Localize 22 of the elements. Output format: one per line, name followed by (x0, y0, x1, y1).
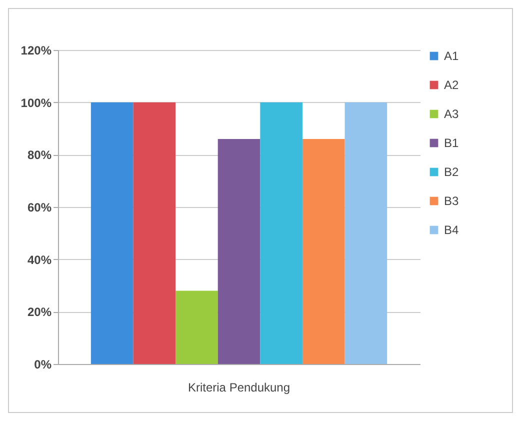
bar (133, 102, 176, 364)
y-tick-label: 0% (34, 358, 52, 372)
y-tick-label: 60% (27, 200, 52, 214)
bar (260, 102, 302, 364)
legend-label: A1 (444, 49, 460, 63)
y-tick-label: 100% (20, 96, 52, 110)
y-tick-label: 20% (27, 305, 52, 320)
bar (344, 102, 388, 364)
x-tick-label: Kriteria Pendukung (188, 380, 290, 394)
legend-label: A2 (444, 78, 460, 92)
y-tick-label: 80% (27, 148, 52, 162)
y-tick-label: 40% (27, 252, 52, 267)
bar (302, 138, 345, 364)
legend-label: B1 (444, 136, 460, 150)
y-tick-label: 120% (20, 44, 52, 58)
legend-label: A3 (444, 107, 460, 121)
bar (90, 102, 134, 364)
bar (218, 138, 260, 364)
legend-label: B2 (444, 165, 460, 179)
bar (176, 290, 218, 364)
legend-label: B4 (444, 223, 460, 237)
legend-label: B3 (444, 194, 460, 208)
